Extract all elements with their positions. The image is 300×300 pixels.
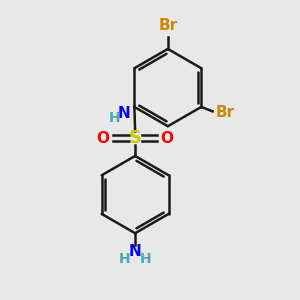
Text: Br: Br: [216, 105, 235, 120]
Text: O: O: [161, 130, 174, 146]
Text: H: H: [140, 252, 152, 266]
Text: S: S: [129, 129, 142, 147]
Text: O: O: [97, 130, 110, 146]
Text: H: H: [119, 252, 130, 266]
Text: H: H: [109, 111, 120, 125]
Text: N: N: [118, 106, 131, 122]
Text: Br: Br: [158, 19, 177, 34]
Text: N: N: [129, 244, 142, 259]
